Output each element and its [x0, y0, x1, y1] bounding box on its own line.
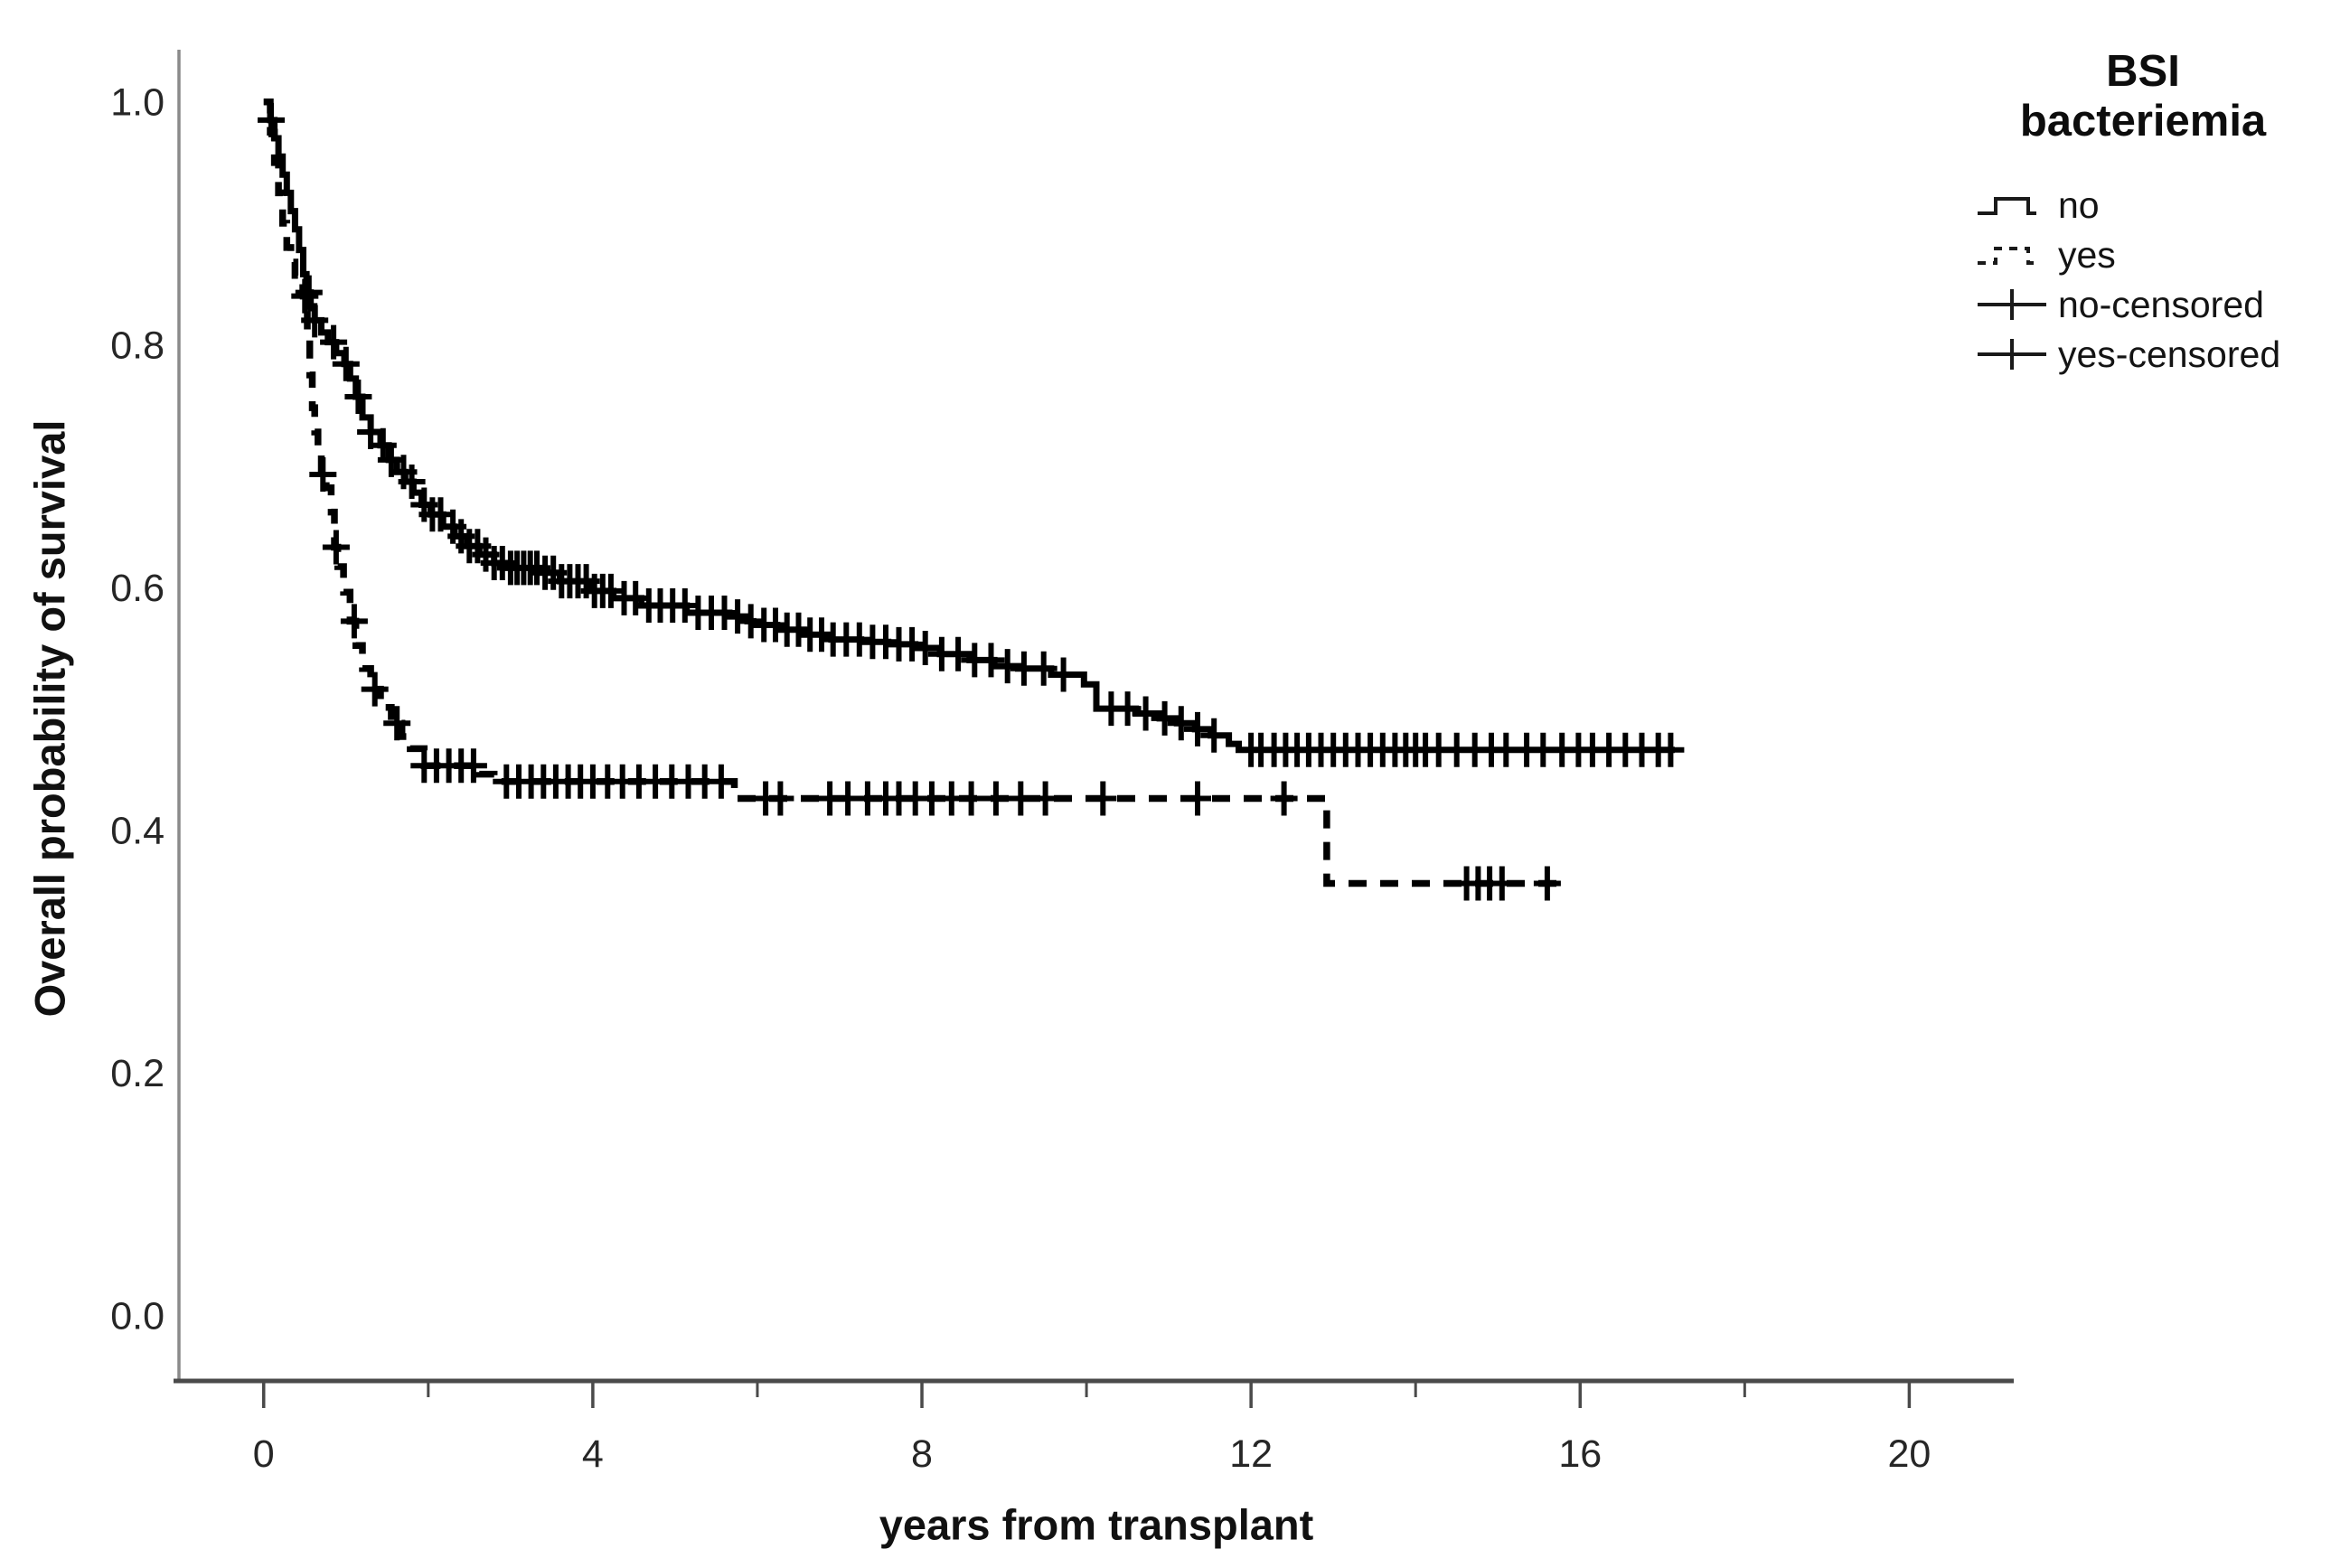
solid-step-line-icon — [1978, 197, 2036, 216]
dashed-step-line-icon — [1978, 247, 2036, 266]
y-tick-label: 1.0 — [110, 81, 164, 125]
legend-item-yes-censored: yes-censored — [1975, 330, 2327, 380]
censor-marks-yes — [291, 278, 1561, 901]
plus-on-line-icon — [1978, 339, 2046, 371]
x-tick-label: 4 — [582, 1432, 604, 1476]
legend-item-label: yes — [2058, 233, 2116, 276]
legend-title-line2: bacteriemia — [2019, 96, 2267, 146]
x-tick-label: 12 — [1229, 1432, 1273, 1476]
legend: BSI bacteriemia no yes no-censored — [1975, 47, 2327, 380]
x-tick-label: 16 — [1558, 1432, 1602, 1476]
legend-item-label: no — [2058, 183, 2100, 226]
survival-curve-yes — [263, 98, 1557, 887]
censor-marks-no — [258, 102, 1685, 767]
y-tick-label: 0.0 — [110, 1294, 164, 1338]
plus-on-line-icon — [1978, 289, 2046, 321]
x-tick-label: 20 — [1887, 1432, 1931, 1476]
y-axis-title: Overall probability of survival — [25, 419, 74, 1018]
x-tick-label: 8 — [911, 1432, 933, 1476]
legend-item-no: no — [1975, 181, 2327, 230]
legend-items: no yes no-censored yes-censored — [1975, 181, 2327, 380]
legend-item-no-censored: no-censored — [1975, 280, 2327, 330]
y-tick-label: 0.8 — [110, 324, 164, 367]
legend-title: BSI bacteriemia — [1975, 47, 2311, 146]
y-tick-label: 0.6 — [110, 567, 164, 610]
x-axis-title: years from transplant — [879, 1500, 1314, 1549]
legend-title-line1: BSI — [2106, 47, 2180, 96]
y-tick-label: 0.2 — [110, 1052, 164, 1095]
x-tick-label: 0 — [253, 1432, 275, 1476]
y-tick-label: 0.4 — [110, 809, 164, 852]
legend-item-yes: yes — [1975, 230, 2327, 280]
legend-item-label: no-censored — [2058, 283, 2264, 325]
legend-item-label: yes-censored — [2058, 333, 2281, 375]
